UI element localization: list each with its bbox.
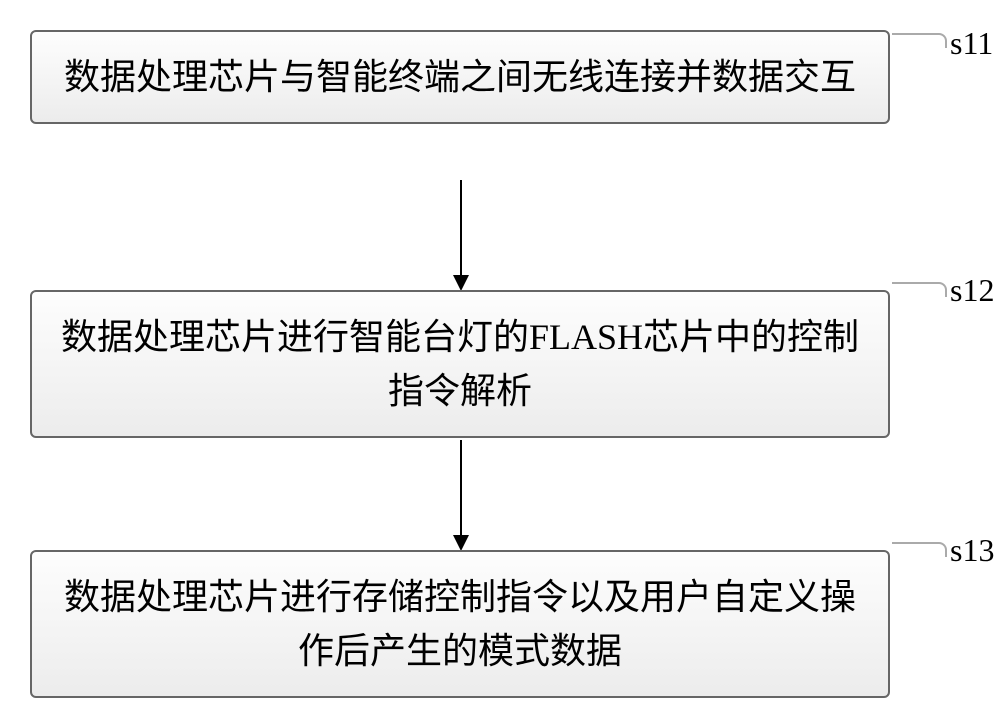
flow-box-text: 数据处理芯片进行智能台灯的FLASH芯片中的控制指令解析 bbox=[61, 317, 859, 411]
flow-box-s12: 数据处理芯片进行智能台灯的FLASH芯片中的控制指令解析 bbox=[30, 290, 890, 438]
label-connector-s13 bbox=[892, 542, 947, 557]
arrow-head-icon bbox=[453, 535, 469, 551]
flow-box-s11: 数据处理芯片与智能终端之间无线连接并数据交互 bbox=[30, 30, 890, 124]
step-label-s11: s11 bbox=[950, 25, 993, 62]
arrow-head-icon bbox=[453, 275, 469, 291]
label-connector-s12 bbox=[892, 282, 947, 297]
flow-box-text: 数据处理芯片与智能终端之间无线连接并数据交互 bbox=[64, 57, 856, 97]
flow-box-s13: 数据处理芯片进行存储控制指令以及用户自定义操作后产生的模式数据 bbox=[30, 550, 890, 698]
flow-box-text: 数据处理芯片进行存储控制指令以及用户自定义操作后产生的模式数据 bbox=[64, 577, 856, 671]
step-label-s12: s12 bbox=[950, 272, 994, 309]
arrow-line bbox=[460, 440, 462, 535]
label-connector-s11 bbox=[892, 33, 947, 48]
arrow-line bbox=[460, 180, 462, 275]
step-label-s13: s13 bbox=[950, 532, 994, 569]
